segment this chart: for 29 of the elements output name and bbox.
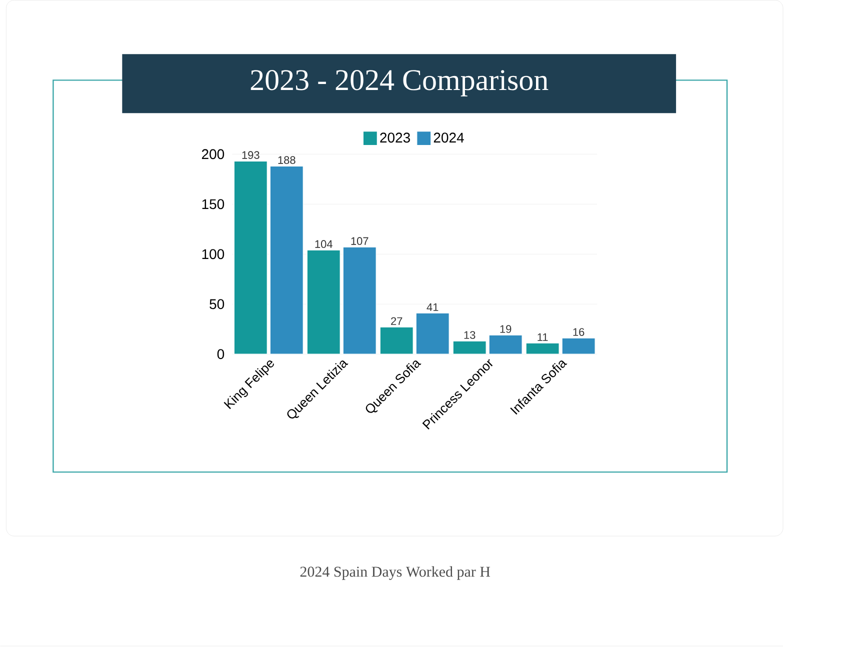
legend-label: 2024 — [434, 132, 464, 143]
data-label: 11 — [538, 333, 548, 341]
bar — [380, 326, 414, 354]
bar — [416, 312, 450, 354]
y-tick-label: 0 — [217, 349, 224, 360]
bar — [562, 338, 596, 354]
y-tick-label: 50 — [210, 299, 224, 310]
data-label: 104 — [315, 240, 332, 248]
bar — [488, 334, 522, 354]
data-label: 193 — [242, 151, 260, 159]
bar — [452, 340, 486, 354]
y-tick-label: 200 — [202, 149, 224, 160]
bar — [270, 166, 304, 354]
data-label: 16 — [573, 328, 584, 336]
bar — [234, 160, 268, 354]
chart-title: 2023 - 2024 Comparison — [250, 70, 548, 96]
bar — [342, 246, 376, 354]
data-label: 19 — [500, 325, 512, 333]
bar — [526, 342, 560, 354]
data-label: 27 — [391, 317, 402, 325]
y-tick-label: 100 — [202, 249, 224, 260]
data-label: 13 — [464, 331, 476, 339]
bar — [306, 250, 340, 354]
y-tick-label: 150 — [202, 199, 224, 210]
text: 2024 Spain Days Worked par H — [300, 566, 490, 580]
data-label: 41 — [426, 303, 438, 311]
data-label: 188 — [278, 156, 296, 164]
legend-label: 2023 — [380, 132, 410, 143]
data-label: 107 — [351, 237, 368, 245]
